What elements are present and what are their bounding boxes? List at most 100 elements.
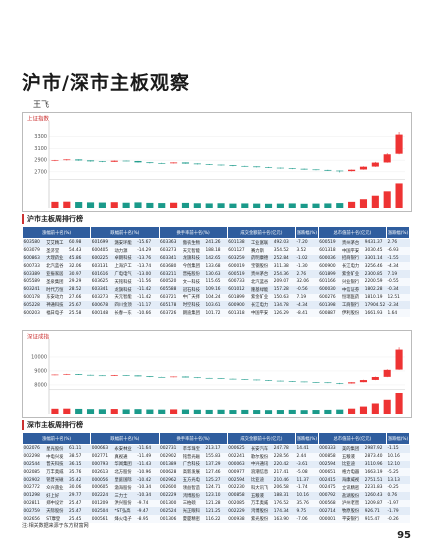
table-cell: 603273 — [90, 293, 114, 302]
table-cell: 603131 — [90, 262, 114, 271]
table-cell: 601899 — [227, 293, 250, 302]
table-cell: -15.67 — [136, 238, 159, 247]
table-cell: 000651 — [318, 468, 341, 477]
candle-body — [395, 134, 403, 154]
table-row: 002076 星光股份 61.11 000663 永安林业 -11.64 002731 萃华珠… — [22, 444, 410, 453]
volume-bar — [86, 409, 95, 414]
table-cell: 铭普光磁 — [45, 476, 68, 484]
table-cell: 115.65 — [204, 277, 228, 286]
volume-bar — [134, 202, 142, 208]
table-cell: 万丰奥威 — [250, 499, 273, 508]
table-cell: 10.16 — [295, 491, 319, 500]
table-cell: 603726 — [159, 309, 182, 317]
candle-body — [75, 159, 83, 161]
candle-body — [288, 381, 296, 382]
y-tick-label: 2900 — [34, 158, 47, 164]
candle-body — [276, 167, 284, 169]
volume-bar — [336, 409, 344, 414]
table-cell: -0.26 — [386, 515, 410, 523]
table-cell: 伊利股份 — [341, 309, 364, 317]
volume-bar — [395, 392, 403, 414]
table-cell: 25.47 — [68, 507, 91, 516]
table-cell: -8.95 — [136, 515, 159, 523]
volume-bar — [312, 410, 320, 414]
table-cell: 002772 — [22, 483, 46, 492]
table-cell: 002085 — [22, 468, 46, 477]
table-cell: 3301.14 — [363, 254, 387, 263]
table-cell: 000056 — [90, 476, 114, 484]
index-chart: 上证指数 2700 2900 3100 3300 — [22, 112, 412, 212]
table-cell: 朗迪集团 — [181, 309, 205, 317]
volume-bar — [324, 409, 332, 414]
candle-body — [75, 374, 83, 375]
table-cell: 真视通 — [113, 452, 137, 461]
table-cell: 渤海股份 — [113, 483, 137, 492]
volume-bar — [98, 202, 106, 208]
table-cell: -10.96 — [136, 468, 159, 477]
table-cell: -8.41 — [295, 309, 319, 317]
table-cell: 龙旗科技 — [181, 254, 205, 263]
volume-bar — [193, 409, 201, 414]
table-cell: 601616 — [90, 270, 114, 278]
table-cell: 000628 — [159, 468, 182, 477]
candle-body — [336, 383, 344, 384]
candle-body — [276, 380, 284, 382]
ranking-table: 涨幅前十名(%) 跌幅前十名(%) 换手率前十名(%) 成交金额前十名(亿元) 涨跌幅(… — [21, 432, 410, 523]
candle-body — [229, 165, 237, 166]
volume-bar — [205, 203, 213, 208]
table-cell: 恒瑞医药 — [341, 293, 364, 302]
table-cell: 中兴通讯 — [250, 460, 273, 469]
table-cell: 603721 — [159, 293, 182, 302]
table-cell: 124.71 — [204, 483, 228, 492]
table-cell: 600900 — [227, 301, 250, 310]
table-cell: 601127 — [227, 246, 250, 255]
table-cell: 29.77 — [68, 491, 91, 500]
candle-body — [371, 162, 379, 167]
table-cell: 7.19 — [295, 293, 319, 302]
volume-bar — [383, 191, 391, 208]
table-cell: 泸州老窖 — [341, 499, 364, 508]
table-cell: 平安银行 — [341, 515, 364, 523]
table-cell: 000568 — [318, 499, 341, 508]
column-header: 跌幅前十名(%) — [90, 432, 160, 445]
volume-bar — [348, 201, 356, 208]
table-row: 600203 福日电子 25.58 600148 长春一东 -10.66 603726 朗迪集… — [22, 309, 410, 317]
table-cell: 广电电气 — [113, 270, 137, 278]
table-cell: 157.28 — [272, 285, 296, 294]
table-cell: 天际股份 — [45, 507, 68, 516]
column-header: 总市值前十名(亿元) — [317, 226, 388, 239]
table-cell: 252.84 — [272, 254, 296, 263]
table-cell: 贵州茅台 — [250, 270, 273, 278]
volume-bar — [241, 203, 249, 208]
candle-body — [288, 168, 296, 169]
table-cell: 12.10 — [386, 460, 410, 469]
candle-body — [51, 374, 59, 376]
table-cell: 603259 — [227, 254, 250, 263]
table-cell: 2231.83 — [363, 483, 387, 492]
table-cell: 29.29 — [68, 277, 91, 286]
candle-body — [134, 161, 142, 163]
table-cell: 3030.45 — [363, 246, 387, 255]
table-cell: 2300.85 — [363, 270, 387, 278]
table-cell: 1810.19 — [363, 293, 387, 302]
table-cell: 605228 — [22, 301, 46, 310]
table-cell: 鸿博股份 — [181, 491, 205, 500]
table-cell: -11.17 — [136, 301, 159, 310]
table-cell: 1260.43 — [363, 491, 387, 500]
table-cell: -1.79 — [386, 507, 410, 516]
table-cell: 492.03 — [272, 238, 296, 247]
table-cell: 中广天择 — [181, 293, 205, 302]
candle-body — [170, 376, 178, 378]
table-cell: 603389 — [22, 270, 46, 278]
table-cell: 冠石科技 — [181, 285, 205, 294]
table-cell: 600178 — [22, 293, 46, 302]
table-cell: 2987.92 — [363, 444, 387, 453]
table-cell: 傲农生物 — [181, 238, 205, 247]
table-cell: -1.15 — [386, 444, 410, 453]
candle-body — [86, 374, 95, 376]
table-cell: 天元智能 — [113, 293, 137, 302]
candle-body — [371, 376, 379, 380]
table-cell: 000333 — [318, 444, 341, 453]
table-cell: 002415 — [318, 476, 341, 484]
chart-label: 深证成指 — [27, 333, 50, 341]
